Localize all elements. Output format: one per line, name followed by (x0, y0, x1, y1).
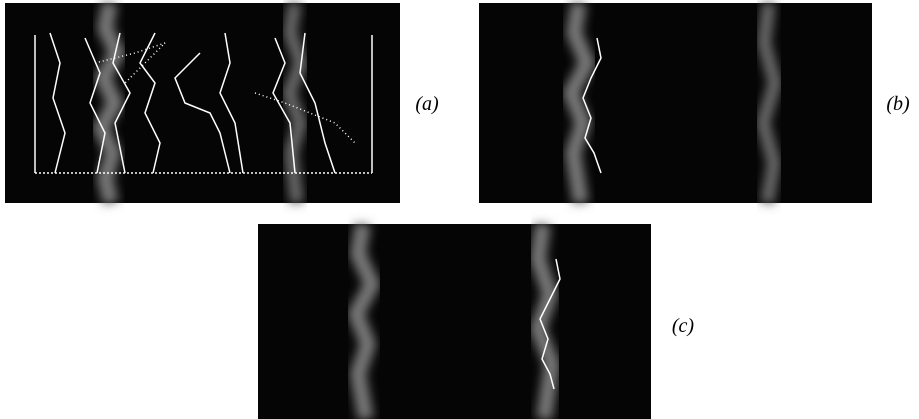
panel-c (258, 224, 651, 419)
panel-background (479, 3, 872, 203)
panel-a (5, 3, 400, 203)
panel-b (479, 3, 872, 203)
figure: (a) (b) (c) (0, 0, 919, 419)
panel-background (258, 224, 651, 419)
panel-label: (b) (886, 93, 910, 115)
panel-label: (a) (415, 93, 439, 115)
panel-label: (c) (672, 315, 695, 337)
